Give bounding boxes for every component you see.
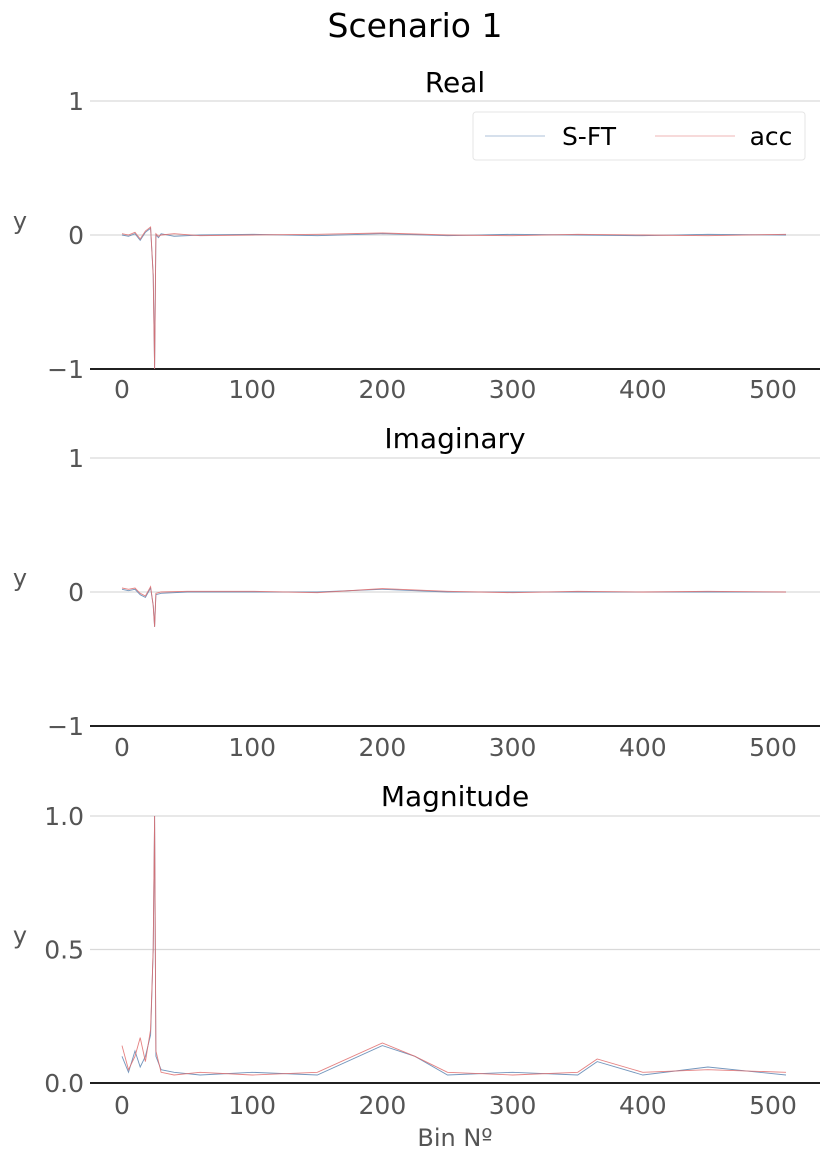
y-tick-label: 1.0 — [44, 802, 84, 831]
series-line-acc — [121, 815, 787, 1076]
y-axis-label: y — [13, 207, 27, 235]
y-axis-label: y — [13, 922, 27, 950]
x-tick-label: 0 — [114, 375, 130, 404]
x-tick-label: 400 — [619, 733, 667, 762]
x-tick-label: 200 — [359, 375, 407, 404]
legend: S-FT acc — [472, 111, 806, 161]
x-tick-label: 100 — [228, 375, 276, 404]
legend-label: acc — [750, 122, 793, 151]
x-axis-label: Bin Nº — [417, 1124, 492, 1152]
x-tick-label: 500 — [749, 375, 797, 404]
series-line-acc — [121, 585, 787, 627]
series-line-s-ft — [121, 227, 787, 370]
x-tick-label: 0 — [114, 1091, 130, 1120]
y-tick-label: 0.0 — [44, 1069, 84, 1098]
y-tick-label: 1 — [68, 87, 84, 116]
x-tick-label: 0 — [114, 733, 130, 762]
subplot-imaginary: Imaginary y −1 0 1 0 100 200 300 400 500 — [13, 422, 820, 762]
x-tick-label: 300 — [489, 1091, 537, 1120]
legend-label: S-FT — [562, 122, 617, 151]
x-tick-label: 400 — [619, 1091, 667, 1120]
y-tick-label: −1 — [47, 355, 84, 384]
y-tick-label: 1 — [68, 444, 84, 473]
x-tick-label: 100 — [228, 1091, 276, 1120]
legend-box — [472, 111, 806, 161]
x-tick-label: 100 — [228, 733, 276, 762]
series-line-s-ft — [121, 586, 786, 627]
y-tick-label: 0 — [68, 578, 84, 607]
subplot-real: Real y −1 0 1 0 100 200 300 400 500 — [13, 66, 820, 404]
y-tick-label: −1 — [47, 712, 84, 741]
series-line-acc — [121, 226, 787, 370]
subplot-title: Real — [425, 66, 485, 99]
y-axis-label: y — [13, 564, 27, 592]
subplot-magnitude: Magnitude y 0.0 0.5 1.0 0 100 200 300 400 500 Bin N… — [13, 780, 820, 1152]
x-tick-label: 200 — [359, 1091, 407, 1120]
x-tick-label: 300 — [489, 733, 537, 762]
series-line-s-ft — [121, 815, 787, 1076]
x-tick-label: 500 — [749, 1091, 797, 1120]
subplot-title: Imaginary — [384, 422, 525, 455]
x-tick-label: 300 — [489, 375, 537, 404]
y-tick-label: 0 — [68, 221, 84, 250]
x-tick-label: 400 — [619, 375, 667, 404]
y-tick-label: 0.5 — [44, 936, 84, 965]
subplot-title: Magnitude — [381, 780, 529, 813]
x-tick-label: 500 — [749, 733, 797, 762]
x-tick-label: 200 — [359, 733, 407, 762]
figure-title: Scenario 1 — [328, 6, 503, 45]
